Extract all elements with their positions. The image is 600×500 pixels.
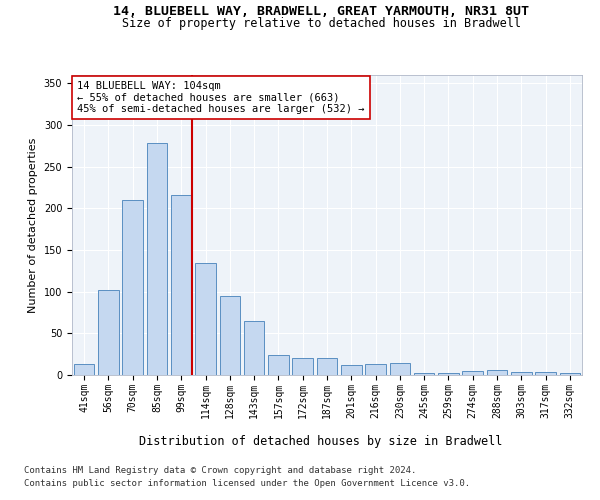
Text: 14, BLUEBELL WAY, BRADWELL, GREAT YARMOUTH, NR31 8UT: 14, BLUEBELL WAY, BRADWELL, GREAT YARMOU…: [113, 5, 529, 18]
Bar: [341, 365, 362, 375]
Text: Distribution of detached houses by size in Bradwell: Distribution of detached houses by size …: [139, 435, 503, 448]
Bar: [244, 321, 265, 375]
Bar: [365, 364, 386, 375]
Bar: [146, 144, 167, 375]
Text: Size of property relative to detached houses in Bradwell: Size of property relative to detached ho…: [121, 18, 521, 30]
Bar: [292, 358, 313, 375]
Bar: [268, 355, 289, 375]
Bar: [535, 372, 556, 375]
Bar: [122, 200, 143, 375]
Bar: [438, 372, 459, 375]
Bar: [220, 296, 240, 375]
Text: 14 BLUEBELL WAY: 104sqm
← 55% of detached houses are smaller (663)
45% of semi-d: 14 BLUEBELL WAY: 104sqm ← 55% of detache…: [77, 81, 365, 114]
Bar: [389, 364, 410, 375]
Bar: [560, 372, 580, 375]
Text: Contains public sector information licensed under the Open Government Licence v3: Contains public sector information licen…: [24, 479, 470, 488]
Bar: [171, 195, 191, 375]
Text: Contains HM Land Registry data © Crown copyright and database right 2024.: Contains HM Land Registry data © Crown c…: [24, 466, 416, 475]
Bar: [98, 290, 119, 375]
Bar: [74, 364, 94, 375]
Y-axis label: Number of detached properties: Number of detached properties: [28, 138, 38, 312]
Bar: [511, 372, 532, 375]
Bar: [317, 358, 337, 375]
Bar: [463, 371, 483, 375]
Bar: [414, 374, 434, 375]
Bar: [487, 370, 508, 375]
Bar: [195, 262, 216, 375]
